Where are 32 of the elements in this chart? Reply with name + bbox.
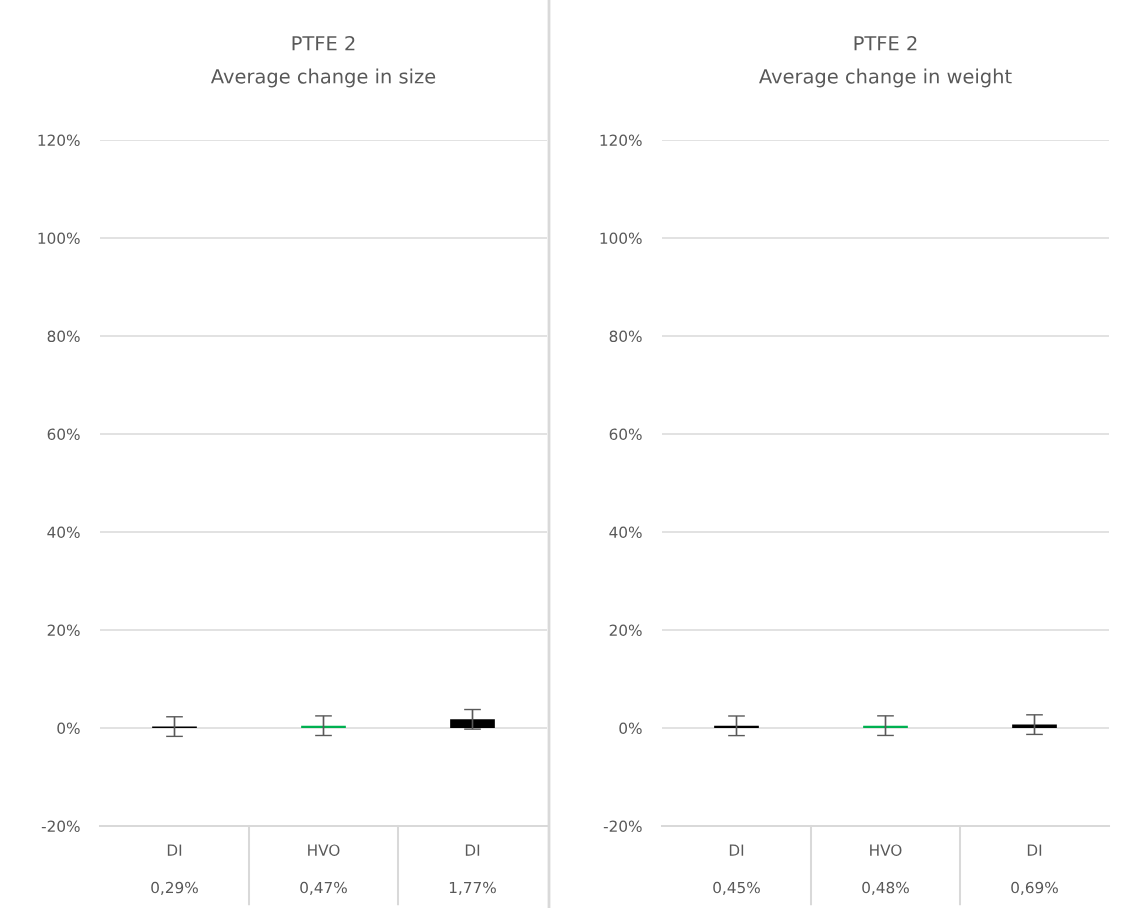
data-label: 1,77% bbox=[449, 881, 496, 895]
x-tick-label: DI bbox=[465, 844, 480, 856]
y-tick-label: 20% bbox=[47, 624, 80, 637]
x-tick-label: HVO bbox=[308, 844, 340, 856]
y-tick-label: 80% bbox=[47, 330, 80, 343]
y-tick-label: 120% bbox=[38, 134, 80, 147]
x-tick-label: HVO bbox=[870, 844, 902, 856]
y-tick-label: 40% bbox=[609, 526, 642, 539]
y-tick-label: 60% bbox=[609, 428, 642, 441]
data-label: 0,69% bbox=[1011, 881, 1058, 895]
chart-title: PTFE 2 bbox=[854, 35, 917, 51]
chart-subtitle: Average change in size bbox=[210, 68, 436, 88]
y-tick-label: 40% bbox=[47, 526, 80, 539]
y-tick-label: 80% bbox=[609, 330, 642, 343]
data-label: 0,47% bbox=[300, 881, 347, 895]
y-tick-label: 100% bbox=[600, 232, 642, 245]
chart-subtitle: Average change in weight bbox=[759, 68, 1012, 88]
y-tick-label: 60% bbox=[47, 428, 80, 441]
y-tick-label: 20% bbox=[609, 624, 642, 637]
data-label: 0,48% bbox=[862, 881, 909, 895]
data-label: 0,45% bbox=[713, 881, 760, 895]
y-tick-label: 0% bbox=[57, 722, 80, 735]
x-tick-label: DI bbox=[729, 844, 744, 856]
x-tick-label: DI bbox=[1027, 844, 1042, 856]
x-tick-label: DI bbox=[167, 844, 182, 856]
y-tick-label: 100% bbox=[38, 232, 80, 245]
y-tick-label: -20% bbox=[41, 820, 80, 833]
y-tick-label: 120% bbox=[600, 134, 642, 147]
y-tick-label: 0% bbox=[619, 722, 642, 735]
chart-title: PTFE 2 bbox=[292, 35, 355, 51]
y-tick-label: -20% bbox=[603, 820, 642, 833]
data-label: 0,29% bbox=[151, 881, 198, 895]
